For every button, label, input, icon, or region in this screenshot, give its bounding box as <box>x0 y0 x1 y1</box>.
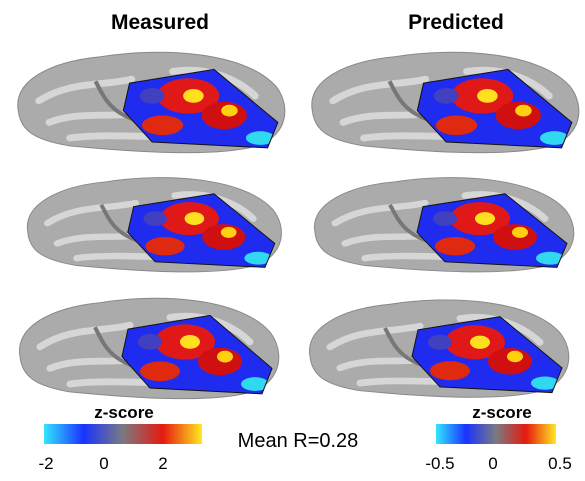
brain-surface <box>315 178 575 274</box>
colorbar-label: z-score <box>94 403 154 422</box>
column-title: Measured <box>111 11 209 34</box>
brain-surface <box>27 178 282 274</box>
colorbar-tick: 0 <box>99 454 108 473</box>
colorbar <box>436 424 556 444</box>
brain-surface <box>312 52 580 154</box>
brain-surface <box>20 298 280 400</box>
colorbar-tick: 0.5 <box>548 454 572 473</box>
colorbar-label: z-score <box>472 403 532 422</box>
colorbar-tick: 0 <box>488 454 497 473</box>
annotation: Mean R=0.28 <box>238 430 359 452</box>
brain-surface <box>18 52 286 154</box>
colorbar-tick: -2 <box>38 454 53 473</box>
colorbar-tick: -0.5 <box>425 454 454 473</box>
colorbar <box>44 424 202 444</box>
colorbar-tick: 2 <box>158 454 167 473</box>
column-title: Predicted <box>408 11 504 34</box>
brain-surface <box>310 300 570 399</box>
